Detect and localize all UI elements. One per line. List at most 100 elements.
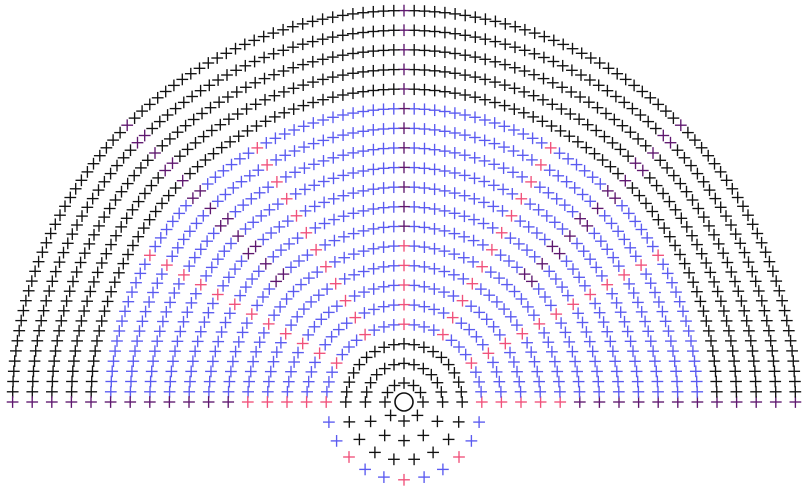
stitch-round-20 — [644, 91, 657, 104]
stitch-round-19 — [714, 201, 727, 214]
stitch-round-20 — [469, 11, 482, 24]
stitch-round-17 — [657, 187, 669, 200]
stitch-round-6 — [514, 385, 527, 398]
stitch-round-18 — [398, 43, 410, 56]
stitch-round-6 — [513, 375, 526, 388]
stitch-round-20 — [780, 314, 793, 327]
stitch-round-6 — [296, 337, 309, 350]
stitch-round-5 — [398, 298, 410, 311]
stitch-round-11 — [281, 215, 294, 227]
stitch-round-14 — [507, 145, 520, 157]
stitch-round-7 — [285, 319, 297, 331]
stitch-round-19 — [418, 24, 431, 37]
stitch-round-16 — [105, 285, 117, 298]
stitch-round-11 — [189, 345, 201, 358]
stitch-round-12 — [618, 315, 631, 328]
stitch-round-19 — [758, 304, 771, 317]
stitch-round-16 — [652, 213, 665, 226]
stitch-round-15 — [688, 355, 701, 368]
stitch-lower-round-2 — [431, 415, 444, 428]
stitch-round-16 — [697, 305, 710, 317]
stitch-round-17 — [606, 137, 619, 149]
stitch-round-6 — [398, 279, 410, 291]
stitch-round-20 — [773, 284, 786, 297]
stitch-round-17 — [723, 324, 735, 337]
stitch-round-18 — [336, 49, 349, 62]
stitch-round-15 — [357, 105, 370, 118]
stitch-round-11 — [567, 263, 579, 275]
stitch-round-16 — [508, 103, 521, 115]
stitch-round-18 — [743, 324, 755, 337]
stitch-round-15 — [673, 295, 686, 308]
stitch-round-3 — [369, 345, 381, 358]
stitch-round-4 — [465, 357, 478, 369]
stitch-round-19 — [326, 31, 339, 43]
stitch-round-13 — [639, 315, 651, 328]
stitch-round-20 — [742, 209, 754, 222]
stitch-round-17 — [105, 238, 117, 251]
stitch-round-20 — [674, 119, 687, 132]
stitch-round-20 — [509, 20, 522, 33]
stitch-round-14 — [398, 122, 410, 135]
stitch-round-16 — [207, 147, 220, 160]
stitch-round-20 — [751, 227, 764, 240]
stitch-round-20 — [168, 79, 180, 92]
stitch-round-7 — [534, 385, 547, 398]
stitch-round-18 — [674, 177, 687, 190]
stitch-round-19 — [499, 38, 512, 51]
stitch-lower-round-3 — [388, 453, 400, 466]
stitch-round-8 — [549, 355, 561, 368]
stitch-round-10 — [398, 200, 410, 213]
stitch-round-20 — [69, 182, 82, 195]
stitch-round-12 — [630, 365, 643, 378]
stitch-round-4 — [368, 324, 381, 336]
stitch-round-5 — [408, 299, 421, 311]
stitch-round-20 — [782, 324, 795, 337]
stitch-round-8 — [493, 272, 505, 284]
stitch-round-13 — [642, 325, 655, 338]
stitch-round-9 — [467, 234, 480, 247]
stitch-round-9 — [545, 299, 557, 312]
stitch-round-19 — [316, 33, 329, 46]
stitch-round-18 — [449, 47, 461, 60]
stitch-round-17 — [730, 385, 743, 398]
stitch-round-20 — [44, 227, 57, 240]
stitch-round-12 — [218, 245, 231, 258]
stitch-round-20 — [8, 355, 21, 367]
stitch-round-12 — [478, 175, 491, 188]
stitch-round-14 — [665, 335, 677, 347]
stitch-round-18 — [63, 285, 76, 298]
stitch-round-20 — [428, 5, 441, 18]
stitch-round-8 — [377, 241, 390, 253]
stitch-round-20 — [29, 265, 41, 278]
stitch-round-15 — [173, 207, 186, 220]
stitch-round-16 — [554, 125, 567, 137]
stitch-round-20 — [286, 20, 299, 33]
stitch-round-15 — [479, 114, 491, 126]
stitch-round-17 — [126, 203, 139, 216]
stitch-round-20 — [10, 345, 22, 357]
stitch-round-15 — [260, 137, 273, 149]
stitch-round-13 — [595, 235, 607, 248]
stitch-round-12 — [308, 179, 321, 192]
stitch-round-16 — [287, 103, 300, 115]
stitch-round-19 — [428, 25, 441, 38]
stitch-round-11 — [458, 189, 471, 202]
stitch-round-9 — [285, 261, 297, 274]
stitch-round-14 — [243, 169, 256, 182]
stitch-round-12 — [169, 345, 181, 358]
stitch-round-3 — [418, 341, 430, 354]
stitch-round-4 — [323, 376, 335, 388]
stitch-round-17 — [527, 89, 540, 102]
stitch-round-6 — [292, 346, 304, 359]
stitch-round-11 — [249, 240, 262, 253]
stitch-round-10 — [205, 365, 217, 378]
stitch-round-8 — [553, 375, 565, 388]
stitch-round-19 — [742, 256, 755, 268]
stitch-round-8 — [250, 345, 262, 358]
stitch-lower-round-3 — [353, 433, 366, 446]
stitch-round-17 — [81, 295, 93, 308]
stitch-round-17 — [590, 124, 603, 137]
stitch-round-18 — [57, 304, 70, 317]
stitch-round-19 — [203, 79, 216, 92]
